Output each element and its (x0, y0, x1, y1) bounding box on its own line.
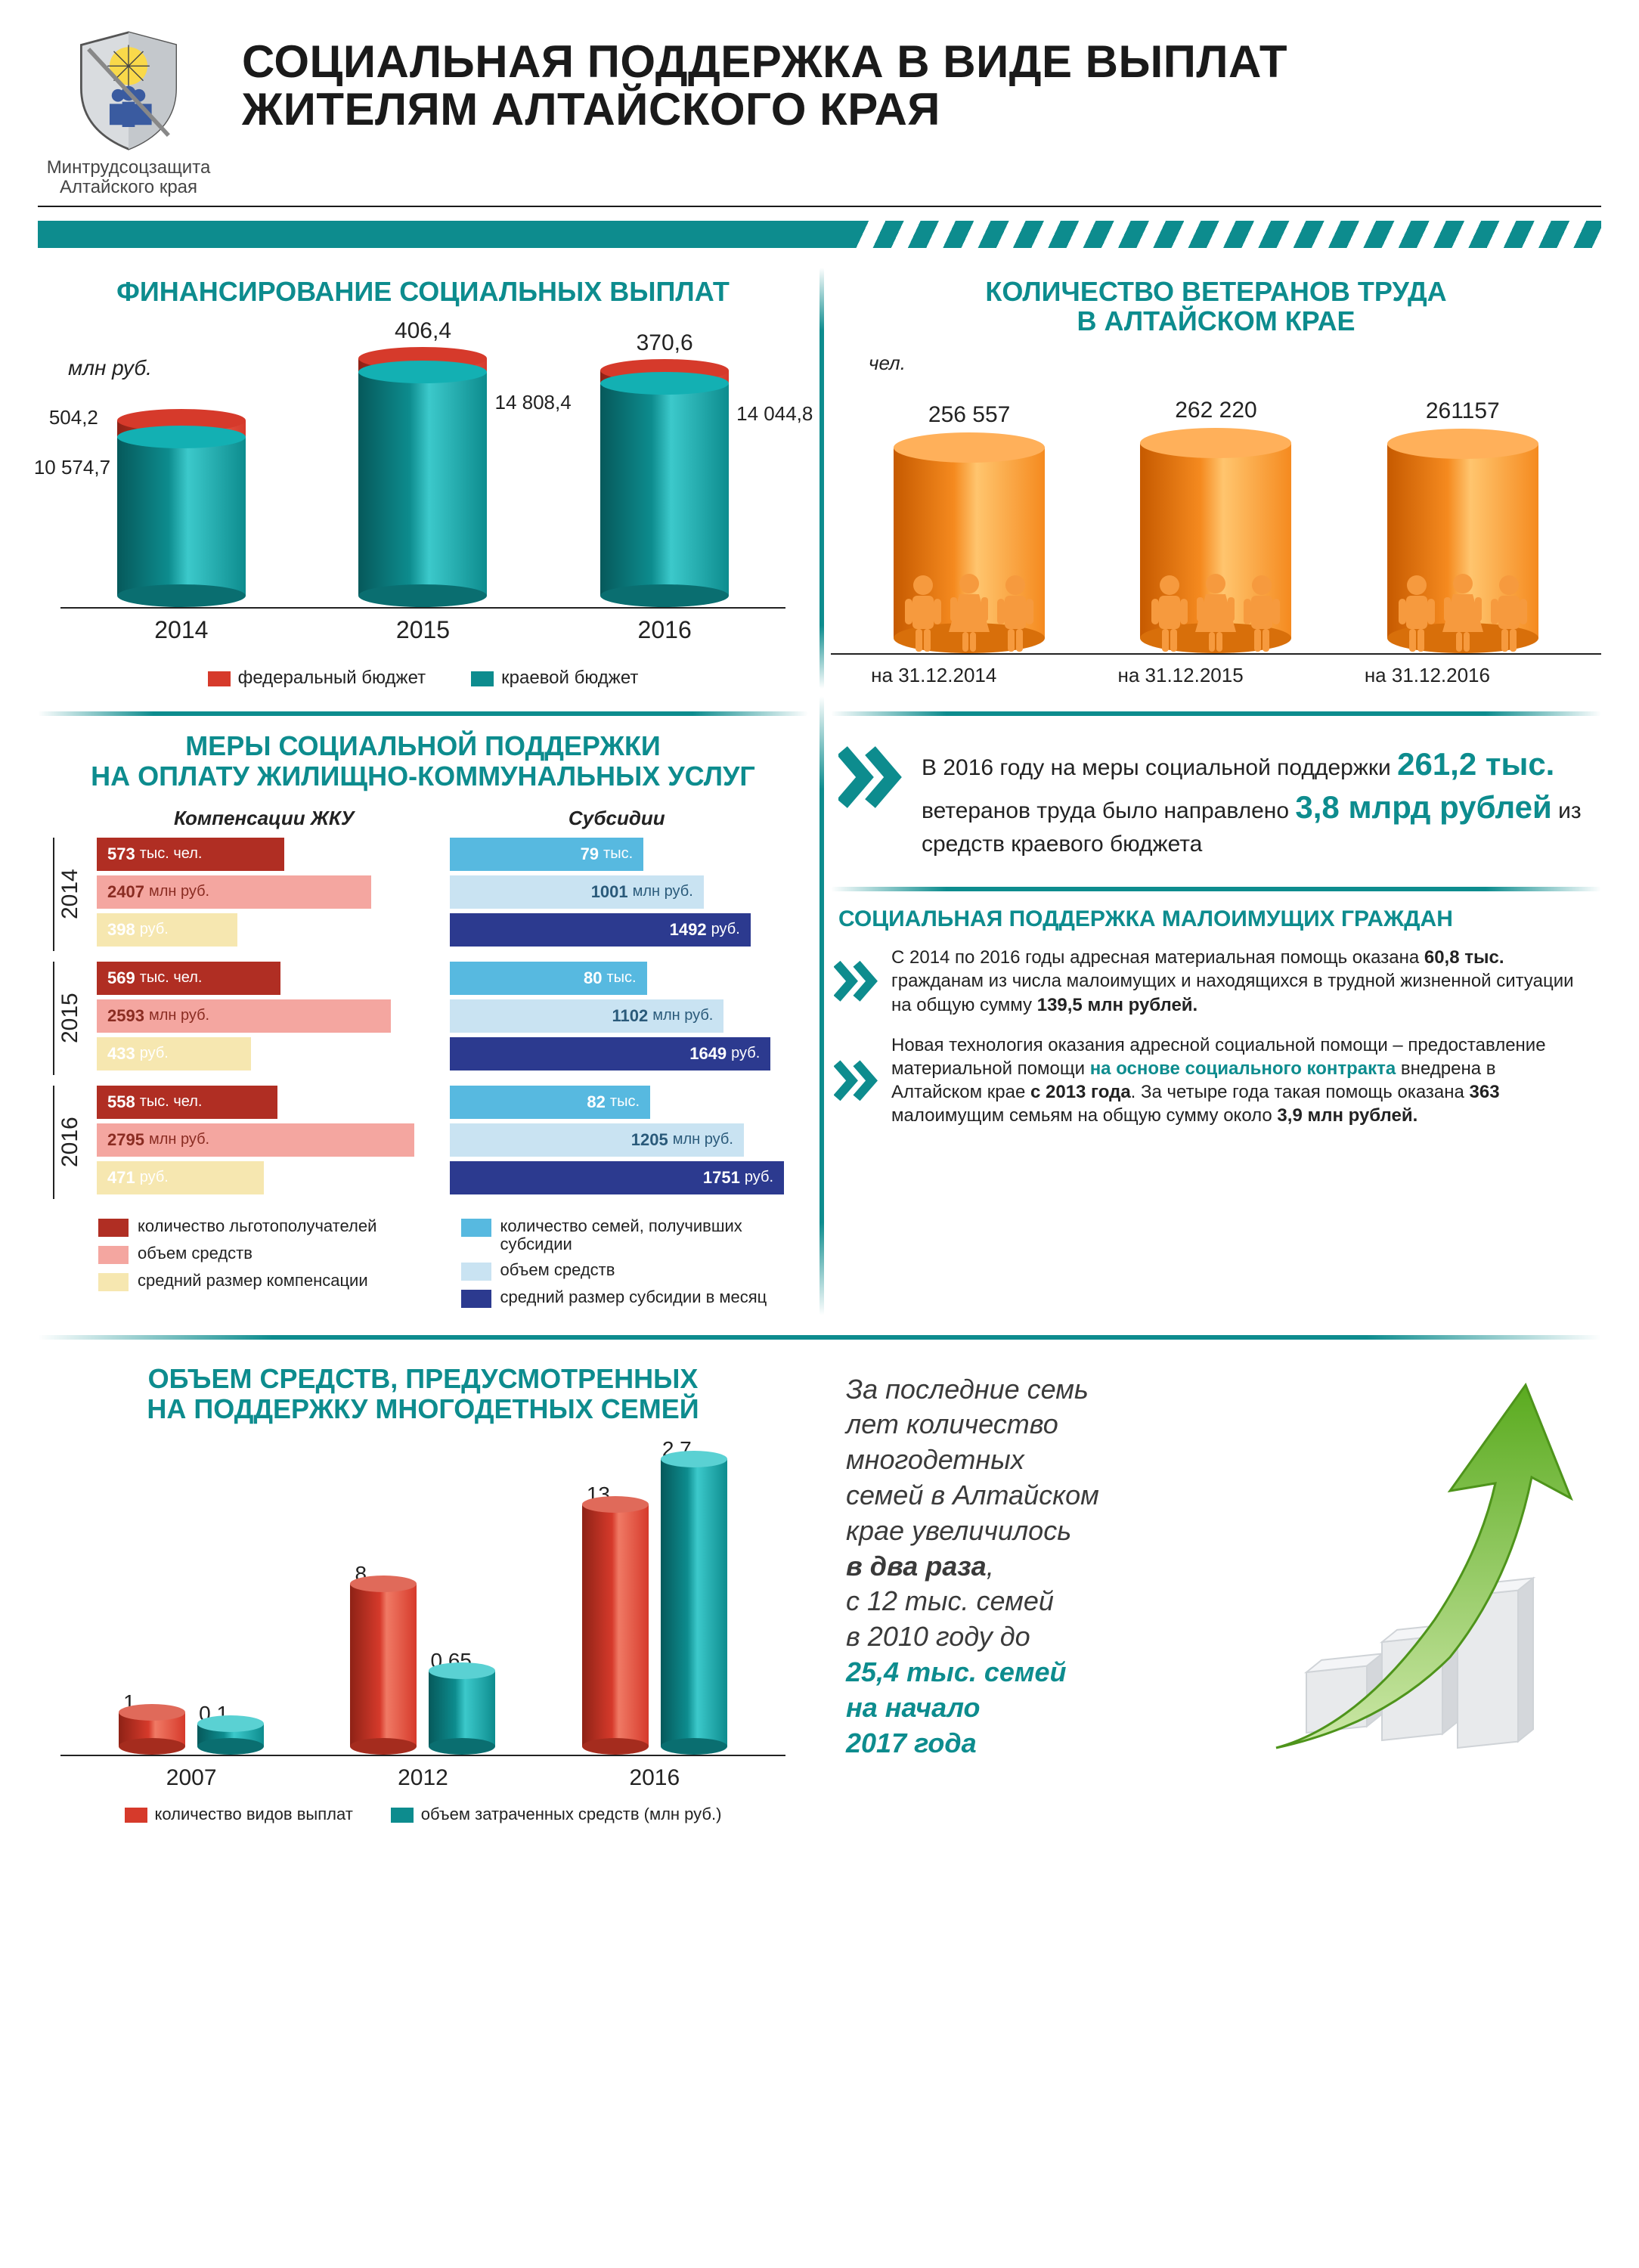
hs-col-left-label: Компенсации ЖКУ (88, 807, 441, 830)
housing-panel: МЕРЫ СОЦИАЛЬНОЙ ПОДДЕРЖКИНА ОПЛАТУ ЖИЛИЩ… (38, 696, 808, 1315)
multi-family-panel: ОБЪЕМ СРЕДСТВ, ПРЕДУСМОТРЕННЫХНА ПОДДЕРЖ… (38, 1355, 808, 1824)
hs-year-2014: 2014 573 тыс. чел.2407 млн руб.398 руб. … (53, 838, 793, 951)
financing-title: ФИНАНСИРОВАНИЕ СОЦИАЛЬНЫХ ВЫПЛАТ (38, 277, 808, 307)
fin-bar-2015: 406,4 14 808,4 (339, 318, 506, 607)
fin-bar-2016: 370,6 14 044,8 (581, 330, 748, 607)
low-income-item-2: Новая технология оказания адресной социа… (831, 1030, 1601, 1142)
veterans-callout: В 2016 году на меры социальной поддержки… (831, 731, 1601, 872)
veterans-title: КОЛИЧЕСТВО ВЕТЕРАНОВ ТРУДАВ АЛТАЙСКОМ КР… (831, 277, 1601, 336)
logo-caption-2: Алтайского края (60, 177, 197, 197)
hs-year-2016: 2016 558 тыс. чел.2795 млн руб.471 руб. … (53, 1086, 793, 1199)
hs-col-right-label: Субсидии (441, 807, 794, 830)
fin-legend-fed: федеральный бюджет (238, 668, 426, 688)
growth-panel: За последние семь лет количество многоде… (831, 1355, 1601, 1824)
financing-panel: ФИНАНСИРОВАНИЕ СОЦИАЛЬНЫХ ВЫПЛАТ млн руб… (38, 268, 808, 689)
page-title: СОЦИАЛЬНАЯ ПОДДЕРЖКА В ВИДЕ ВЫПЛАТ ЖИТЕЛ… (242, 38, 1601, 133)
mf-legend-teal: объем затраченных средств (млн руб.) (421, 1805, 722, 1823)
header: Минтрудсоцзащита Алтайского края СОЦИАЛЬ… (38, 30, 1601, 198)
growth-arrow-icon (1223, 1370, 1586, 1763)
vet-bar: 261157 (1365, 398, 1561, 653)
mf-group-2007: 1 0,1 (101, 1704, 282, 1755)
low-income-title: СОЦИАЛЬНАЯ ПОДДЕРЖКА МАЛОИМУЩИХ ГРАЖДАН (838, 906, 1601, 932)
financing-unit: млн руб. (68, 356, 152, 380)
chevron-right-icon (834, 1033, 881, 1128)
veterans-unit: чел. (869, 352, 1601, 375)
growth-text: За последние семь лет количество многоде… (846, 1372, 1208, 1761)
chevron-right-icon (834, 946, 881, 1017)
mf-title: ОБЪЕМ СРЕДСТВ, ПРЕДУСМОТРЕННЫХНА ПОДДЕРЖ… (38, 1364, 808, 1424)
shield-logo-icon (76, 30, 181, 151)
logo-caption-1: Минтрудсоцзащита (47, 157, 211, 178)
logo-block: Минтрудсоцзащита Алтайского края (38, 30, 219, 198)
header-rule (38, 206, 1601, 207)
mf-group-2016: 13 2,7 (564, 1451, 745, 1755)
chevron-right-icon (838, 743, 906, 811)
housing-title: МЕРЫ СОЦИАЛЬНОЙ ПОДДЕРЖКИНА ОПЛАТУ ЖИЛИЩ… (38, 731, 808, 791)
low-income-item-1: С 2014 по 2016 годы адресная материальна… (831, 943, 1601, 1030)
right-mid-column: В 2016 году на меры социальной поддержки… (831, 696, 1601, 1315)
vet-bar: 256 557 (871, 402, 1067, 653)
veterans-panel: КОЛИЧЕСТВО ВЕТЕРАНОВ ТРУДАВ АЛТАЙСКОМ КР… (831, 268, 1601, 689)
vet-bar: 262 220 (1117, 398, 1314, 653)
fin-bar-2014: 504,2 10 574,7 504,2 (98, 380, 265, 607)
fin-legend-reg: краевой бюджет (501, 668, 638, 688)
stripe-divider (38, 221, 1601, 248)
mf-group-2012: 8 0,65 (332, 1576, 513, 1755)
hs-year-2015: 2015 569 тыс. чел.2593 млн руб.433 руб. … (53, 962, 793, 1075)
mf-legend-red: количество видов выплат (155, 1805, 353, 1823)
